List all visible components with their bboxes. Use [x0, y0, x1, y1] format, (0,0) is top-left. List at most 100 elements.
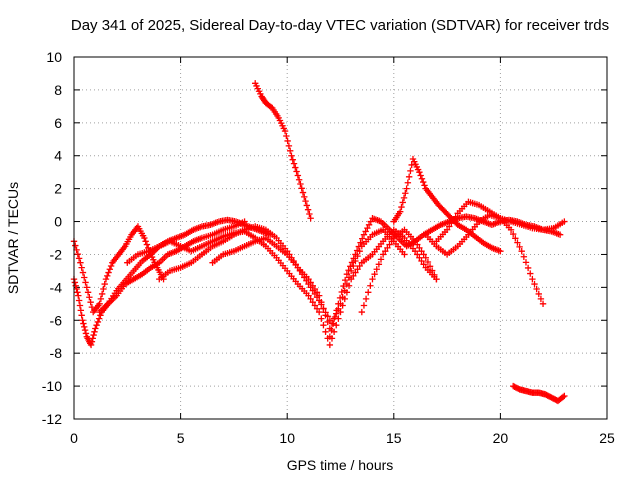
data-point-marker — [422, 254, 429, 261]
data-point-marker — [522, 259, 530, 266]
y-tick-label: -2 — [50, 246, 63, 262]
data-point-marker — [401, 251, 408, 258]
data-point-marker — [377, 256, 385, 263]
data-point-marker — [297, 180, 304, 188]
data-point-marker — [418, 247, 425, 255]
data-point-marker — [416, 168, 423, 176]
series-arc-11 — [433, 198, 547, 308]
series-arc-9 — [358, 226, 440, 316]
data-point-marker — [333, 307, 340, 314]
data-point-marker — [420, 178, 427, 186]
data-point-marker — [443, 226, 451, 233]
data-point-marker — [305, 275, 312, 283]
chart-title: Day 341 of 2025, Sidereal Day-to-day VTE… — [71, 17, 609, 34]
data-point-marker — [82, 330, 90, 337]
data-point-marker — [143, 241, 151, 248]
data-point-marker — [350, 272, 357, 280]
data-point-marker — [289, 156, 296, 163]
data-point-marker — [362, 228, 369, 235]
data-point-marker — [556, 231, 564, 238]
data-point-marker — [426, 263, 434, 270]
data-point-marker — [302, 197, 309, 205]
data-point-marker — [340, 282, 347, 290]
data-point-marker — [315, 292, 323, 299]
data-point-marker — [452, 213, 459, 220]
data-point-marker — [360, 302, 368, 309]
data-point-marker — [367, 218, 374, 225]
data-point-marker — [288, 152, 295, 159]
data-point-marker — [338, 288, 345, 296]
data-point-marker — [418, 175, 426, 182]
data-point-marker — [290, 160, 298, 167]
data-point-marker — [94, 318, 102, 326]
x-axis-label: GPS time / hours — [287, 457, 394, 473]
data-point-marker — [142, 238, 149, 245]
data-point-marker — [98, 290, 106, 298]
data-point-marker — [78, 312, 85, 319]
x-tick-label: 15 — [386, 430, 402, 446]
data-point-marker — [355, 243, 363, 250]
data-point-marker — [76, 302, 84, 309]
y-tick-label: -12 — [42, 411, 62, 427]
data-point-marker — [408, 161, 415, 169]
data-point-marker — [97, 295, 105, 303]
data-point-marker — [350, 255, 357, 262]
data-point-marker — [283, 132, 290, 140]
data-point-marker — [354, 266, 361, 273]
data-point-marker — [448, 219, 455, 227]
data-point-marker — [77, 259, 84, 266]
data-point-marker — [416, 254, 423, 261]
data-point-marker — [446, 223, 453, 230]
y-tick-label: -6 — [50, 312, 63, 328]
data-point-marker — [104, 272, 111, 280]
data-point-marker — [106, 266, 114, 273]
data-point-marker — [105, 269, 112, 276]
data-point-marker — [87, 298, 94, 306]
data-point-marker — [518, 247, 525, 255]
data-point-marker — [356, 262, 363, 270]
data-point-marker — [87, 341, 95, 349]
data-point-marker — [305, 292, 312, 299]
data-point-marker — [299, 189, 307, 196]
data-point-marker — [561, 392, 568, 400]
data-point-marker — [507, 226, 515, 233]
data-point-marker — [420, 251, 427, 258]
data-point-marker — [371, 271, 378, 278]
data-point-marker — [313, 289, 321, 296]
data-point-marker — [285, 142, 293, 150]
y-tick-label: -4 — [50, 279, 63, 295]
data-point-marker — [311, 302, 319, 309]
x-tick-label: 20 — [493, 430, 509, 446]
data-point-marker — [417, 172, 424, 179]
x-tick-label: 25 — [599, 430, 615, 446]
series-arc-3 — [96, 216, 274, 316]
data-point-marker — [336, 294, 344, 302]
data-point-marker — [407, 167, 414, 175]
data-point-marker — [320, 305, 327, 312]
data-point-marker — [353, 247, 361, 254]
data-point-marker — [74, 250, 82, 258]
data-point-marker — [450, 216, 457, 224]
data-point-marker — [373, 266, 380, 273]
data-point-marker — [315, 308, 323, 316]
plot-frame — [73, 56, 608, 420]
data-point-marker — [81, 326, 89, 334]
x-tick-label: 5 — [177, 430, 185, 446]
data-point-marker — [141, 234, 148, 242]
data-point-marker — [433, 275, 440, 283]
data-point-marker — [72, 242, 79, 249]
data-point-marker — [559, 393, 567, 401]
data-point-marker — [365, 221, 373, 229]
data-point-marker — [293, 168, 300, 175]
data-point-marker — [362, 295, 370, 303]
data-point-marker — [411, 238, 419, 245]
data-point-marker — [497, 247, 504, 255]
data-point-marker — [322, 328, 329, 335]
data-point-marker — [343, 280, 351, 288]
data-point-marker — [89, 335, 96, 342]
data-point-marker — [352, 269, 359, 276]
data-point-marker — [91, 328, 98, 335]
data-point-marker — [421, 182, 428, 189]
data-point-marker — [537, 295, 545, 303]
